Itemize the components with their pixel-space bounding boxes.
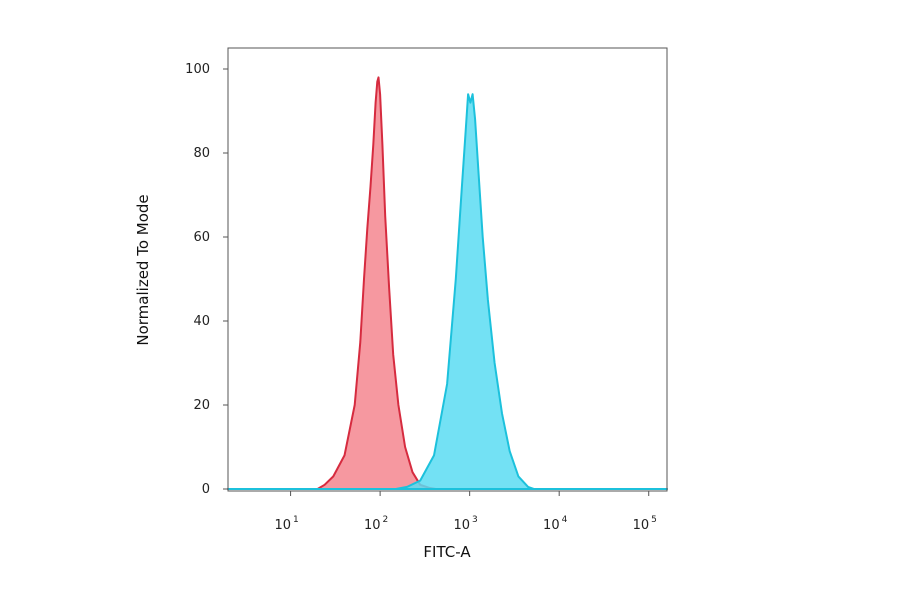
y-tick-label: 100 — [185, 62, 210, 77]
x-tick-label: 10 4 — [543, 515, 568, 533]
x-axis-ticks: 10 1 10 2 10 3 10 4 10 5 — [274, 491, 657, 533]
y-tick-label: 80 — [193, 146, 210, 161]
plot-area — [227, 76, 668, 490]
x-tick-label: 10 2 — [364, 515, 388, 533]
x-axis-title: FITC-A — [423, 543, 471, 561]
y-tick-label: 40 — [193, 314, 210, 329]
y-tick-label: 0 — [202, 482, 210, 497]
y-axis-ticks: 0 20 40 60 80 100 — [185, 62, 228, 497]
histogram-series-2 — [227, 93, 668, 490]
histogram-series-1 — [227, 76, 668, 490]
x-tick-label: 10 1 — [274, 515, 298, 533]
y-tick-label: 20 — [193, 398, 210, 413]
y-tick-label: 60 — [193, 230, 210, 245]
y-axis-title: Normalized To Mode — [134, 194, 152, 345]
plot-frame — [227, 47, 668, 492]
x-tick-label: 10 5 — [633, 515, 657, 533]
x-tick-label: 10 3 — [454, 515, 478, 533]
